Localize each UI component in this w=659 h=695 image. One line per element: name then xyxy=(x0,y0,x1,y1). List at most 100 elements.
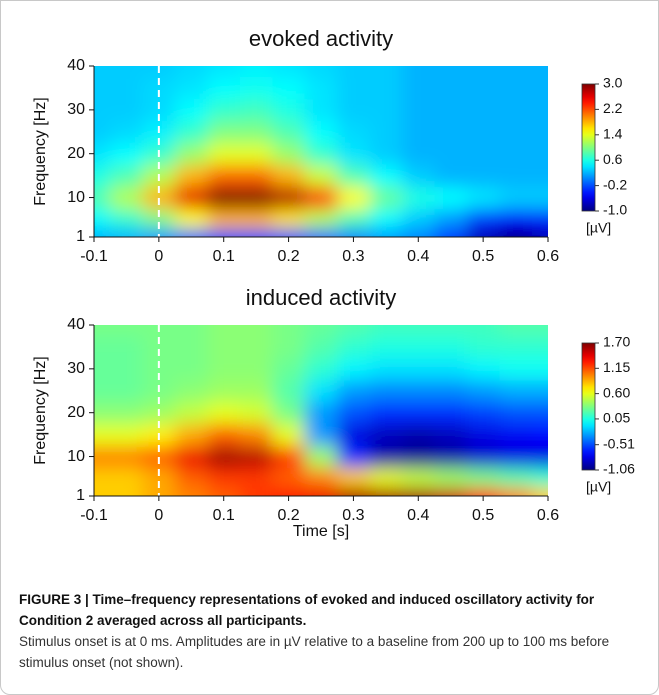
heat-cell xyxy=(337,164,371,188)
heat-cell xyxy=(110,423,144,447)
heat-cell xyxy=(531,120,548,144)
heat-cell xyxy=(402,142,435,166)
heat-cell xyxy=(369,325,403,337)
heat-cell xyxy=(272,325,306,337)
heat-cell xyxy=(142,467,176,488)
heat-cell xyxy=(402,467,435,488)
heat-cell xyxy=(94,186,111,209)
x-tick-label: 0.3 xyxy=(342,507,364,524)
heat-cell xyxy=(499,357,533,381)
heat-cell xyxy=(207,142,241,166)
heat-cell xyxy=(434,401,468,425)
heat-cell xyxy=(272,467,306,488)
heat-cell xyxy=(466,120,500,144)
heat-cell xyxy=(434,164,468,188)
chart-title: induced activity xyxy=(246,285,396,310)
heat-cell xyxy=(531,142,548,166)
heat-cell xyxy=(434,142,468,166)
heat-cell xyxy=(369,98,403,122)
heat-cell xyxy=(272,142,306,166)
y-axis-label: Frequency [Hz] xyxy=(32,356,49,464)
heat-cell xyxy=(175,401,208,425)
y-axis-label: Frequency [Hz] xyxy=(32,97,49,205)
x-tick-label: 0.2 xyxy=(277,248,299,265)
heat-cell xyxy=(434,487,468,496)
heat-cell xyxy=(207,423,241,447)
colorbar-tick-label: 2.2 xyxy=(603,100,623,116)
heat-cell xyxy=(304,357,338,381)
heat-cell xyxy=(531,445,548,468)
heat-cell xyxy=(304,228,338,237)
heat-cell xyxy=(466,164,500,188)
heat-cell xyxy=(369,401,403,425)
heat-cell xyxy=(94,487,111,496)
heat-cell xyxy=(499,76,533,100)
heat-cell xyxy=(304,76,338,100)
heat-cell xyxy=(402,325,435,337)
heat-cell xyxy=(304,66,338,78)
heat-cell xyxy=(369,228,403,237)
heat-cell xyxy=(110,357,144,381)
heat-cell xyxy=(337,357,371,381)
heat-cell xyxy=(110,66,144,78)
heat-cell xyxy=(272,228,306,237)
heat-cell xyxy=(304,325,338,337)
x-tick-label: -0.1 xyxy=(80,248,108,265)
heat-cell xyxy=(337,186,371,209)
heat-cell xyxy=(239,357,273,381)
colorbar-tick-label: 1.70 xyxy=(603,334,630,350)
heat-cell xyxy=(272,208,306,229)
heat-cell xyxy=(272,76,306,100)
heat-cell xyxy=(499,142,533,166)
heat-cell xyxy=(207,357,241,381)
heat-cell xyxy=(499,120,533,144)
colorbar-tick-label: 1.4 xyxy=(603,126,623,142)
heat-cell xyxy=(94,467,111,488)
x-tick-label: 0.4 xyxy=(407,248,429,265)
heat-cell xyxy=(434,228,468,237)
heat-cell xyxy=(337,228,371,237)
heat-cell xyxy=(304,208,338,229)
y-tick-label: 1 xyxy=(76,228,85,245)
heat-cell xyxy=(110,325,144,337)
heat-cell xyxy=(239,208,273,229)
heat-cell xyxy=(369,142,403,166)
heat-cell xyxy=(434,335,468,359)
heat-cell xyxy=(369,164,403,188)
heat-cell xyxy=(466,228,500,237)
heat-cell xyxy=(110,208,144,229)
y-tick-label: 10 xyxy=(67,448,85,465)
heat-cell xyxy=(369,357,403,381)
heat-cell xyxy=(531,487,548,496)
heat-cell xyxy=(175,76,208,100)
heat-cell xyxy=(175,423,208,447)
x-tick-label: 0.6 xyxy=(537,248,559,265)
colorbar-tick-label: 0.60 xyxy=(603,384,630,400)
heat-cell xyxy=(499,164,533,188)
heat-cell xyxy=(499,445,533,468)
heat-cell xyxy=(369,379,403,403)
heat-cell xyxy=(207,228,241,237)
caption: FIGURE 3 | Time–frequency representation… xyxy=(19,589,639,673)
heat-cell xyxy=(175,325,208,337)
heat-cell xyxy=(499,401,533,425)
heat-cell xyxy=(466,325,500,337)
heat-cell xyxy=(142,98,176,122)
x-tick-label: 0.1 xyxy=(213,248,235,265)
heat-cell xyxy=(531,98,548,122)
heat-cell xyxy=(499,335,533,359)
heat-cell xyxy=(337,120,371,144)
heat-cell xyxy=(337,379,371,403)
heat-cell xyxy=(304,120,338,144)
heat-cell xyxy=(499,66,533,78)
heat-cell xyxy=(239,66,273,78)
heat-cell xyxy=(207,467,241,488)
heat-cell xyxy=(94,120,111,144)
heat-cell xyxy=(272,445,306,468)
x-tick-label: 0.6 xyxy=(537,507,559,524)
heat-cell xyxy=(94,401,111,425)
caption-title: FIGURE 3 | Time–frequency representation… xyxy=(19,592,595,628)
heat-cell xyxy=(466,379,500,403)
heat-cell xyxy=(499,423,533,447)
